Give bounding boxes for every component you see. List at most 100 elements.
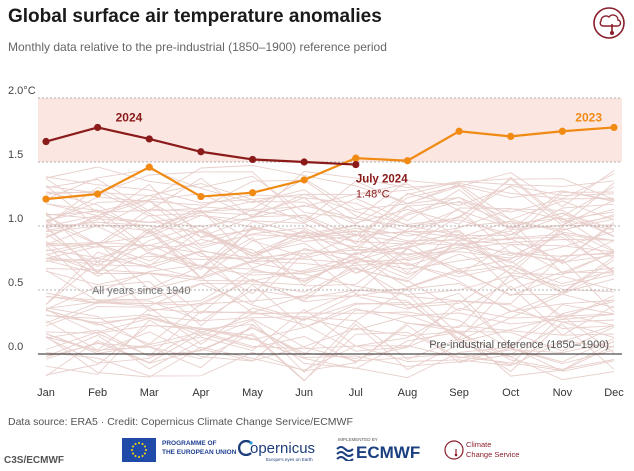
data-point-2024 (352, 160, 360, 169)
data-point-2024 (94, 123, 102, 132)
background-year-line (45, 269, 615, 323)
background-year-line (45, 285, 615, 341)
background-year-line (45, 170, 615, 219)
background-year-line (45, 166, 615, 220)
data-point-2024 (42, 137, 50, 146)
x-tick-label: May (242, 387, 263, 399)
data-point-2023 (300, 176, 308, 184)
data-point-2023 (145, 163, 153, 171)
x-tick-label: Aug (398, 387, 418, 399)
data-point-2023 (610, 123, 618, 132)
background-year-line (45, 289, 615, 343)
data-point-2023 (197, 192, 205, 201)
credit-label: C3S/ECMWF (4, 455, 64, 466)
data-point-2023 (507, 132, 515, 140)
background-year-line (45, 258, 615, 313)
background-year-line (45, 182, 615, 238)
background-year-line (45, 220, 615, 266)
x-tick-label: Jan (37, 387, 55, 399)
background-year-line (45, 307, 615, 354)
x-tick-label: Mar (140, 387, 159, 399)
x-tick-label: Jul (349, 387, 363, 399)
data-point-2023 (248, 189, 257, 197)
climate-change-service-text: Climate Change Service (466, 440, 520, 459)
data-point-2023 (455, 127, 463, 135)
background-year-line (45, 229, 615, 287)
background-year-line (45, 178, 615, 225)
y-tick-label: 0.5 (8, 277, 23, 289)
background-year-line (45, 312, 615, 362)
data-point-2023 (94, 190, 102, 198)
chart-subtitle: Monthly data relative to the pre-industr… (8, 40, 387, 54)
ecmwf-logo-icon (336, 446, 354, 461)
background-year-line (45, 208, 615, 250)
climate-change-service-icon (444, 440, 464, 460)
temperature-line-chart: 2.0°C 1.5 1.0 0.5 0.0 Jan Feb Mar Apr May Jun Jul Au… (8, 85, 624, 399)
data-source-note: Data source: ERA5 · Credit: Copernicus C… (8, 416, 353, 428)
x-tick-label: Oct (502, 387, 519, 399)
background-year-line (45, 319, 615, 377)
background-year-line (45, 319, 615, 373)
background-year-line (45, 293, 615, 345)
background-year-line (45, 178, 615, 225)
chart-title: Global surface air temperature anomalies (8, 6, 382, 27)
data-point-2024 (145, 135, 153, 143)
threshold-band (38, 98, 622, 162)
background-year-line (45, 165, 615, 216)
background-year-line (45, 220, 615, 274)
data-point-2024 (197, 148, 205, 156)
series-label-2024: 2024 (116, 110, 143, 124)
y-tick-label: 1.5 (8, 149, 23, 161)
reference-period-label: Pre-industrial reference (1850–1900) (429, 339, 609, 351)
background-year-line (45, 323, 615, 382)
copernicus-logo-icon (238, 440, 253, 456)
background-years-label: All years since 1940 (92, 285, 190, 297)
background-year-line (45, 253, 615, 305)
background-year-line (45, 322, 615, 377)
y-tick-label: 0.0 (8, 341, 23, 353)
background-year-line (45, 197, 615, 248)
data-point-2024 (248, 155, 257, 164)
background-year-line (45, 171, 615, 222)
annotation-july-2024-value: 1.48°C (356, 189, 390, 201)
copernicus-logo: opernicus (250, 440, 316, 457)
series-label-2023: 2023 (575, 110, 602, 124)
data-point-2023 (403, 157, 412, 165)
x-tick-label: Sep (449, 387, 469, 399)
x-tick-label: Nov (553, 387, 573, 399)
background-year-line (45, 186, 615, 245)
background-year-line (45, 323, 615, 379)
data-point-2023 (352, 154, 360, 162)
copernicus-tagline: Europe's eyes on Earth (266, 457, 313, 462)
background-year-line (45, 244, 615, 295)
x-tick-label: Dec (604, 387, 624, 399)
background-year-line (45, 248, 615, 305)
x-tick-label: Feb (88, 387, 107, 399)
data-point-2023 (42, 195, 50, 203)
annotation-july-2024: July 2024 (356, 174, 408, 186)
series-line-2023 (45, 126, 615, 201)
x-tick-label: Apr (192, 387, 209, 399)
x-tick-label: Jun (295, 387, 313, 399)
background-year-line (45, 289, 615, 337)
background-year-line (45, 178, 615, 233)
background-year-line (45, 213, 615, 267)
ecmwf-implemented-label: IMPLEMENTED BY (338, 437, 378, 442)
y-tick-label: 2.0°C (8, 85, 36, 97)
background-year-line (45, 255, 615, 297)
background-year-line (45, 292, 615, 348)
y-tick-label: 1.0 (8, 213, 23, 225)
data-point-2023 (558, 127, 566, 135)
data-point-2024 (300, 158, 308, 166)
climate-service-icon (593, 7, 625, 39)
background-year-line (45, 256, 615, 313)
background-year-line (45, 259, 615, 312)
background-year-line (45, 221, 615, 257)
background-year-line (45, 215, 615, 274)
eu-flag-icon (122, 438, 156, 462)
background-year-line (45, 186, 615, 237)
background-year-line (45, 223, 615, 270)
eu-programme-text: PROGRAMME OF THE EUROPEAN UNION (162, 440, 237, 456)
ecmwf-logo: ECMWF (356, 443, 421, 462)
